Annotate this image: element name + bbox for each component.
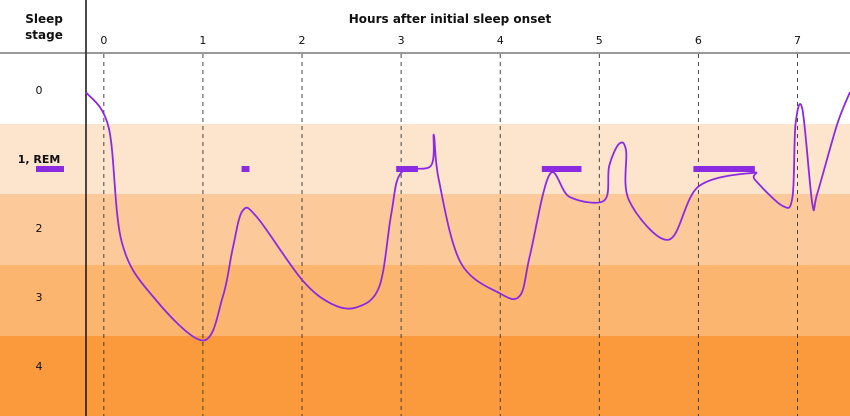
x-tick-label: 6 xyxy=(695,34,702,47)
stage-band-4 xyxy=(0,336,850,416)
rem-period-bar xyxy=(541,166,582,172)
stage-label-2: 2 xyxy=(36,222,43,235)
stage-band-1 xyxy=(0,124,850,194)
y-axis-label-line-2: stage xyxy=(25,28,63,42)
rem-legend-marker xyxy=(36,166,64,172)
rem-period-bar xyxy=(241,166,250,172)
stage-labels: 0 1, REM 2 3 4 xyxy=(18,84,61,373)
x-tick-label: 4 xyxy=(497,34,504,47)
sleep-stage-bands xyxy=(0,53,850,416)
stage-label-1: 1, REM xyxy=(18,153,61,166)
stage-label-4: 4 xyxy=(36,360,43,373)
stage-band-3 xyxy=(0,265,850,336)
x-tick-label: 7 xyxy=(794,34,801,47)
y-axis-label-line-1: Sleep xyxy=(25,12,63,26)
stage-label-3: 3 xyxy=(36,291,43,304)
x-tick-label: 3 xyxy=(398,34,405,47)
rem-period-bar xyxy=(693,166,755,172)
stage-band-0 xyxy=(0,53,850,124)
x-tick-label: 0 xyxy=(100,34,107,47)
x-tick-label: 1 xyxy=(199,34,206,47)
x-tick-labels: 0 1 2 3 4 5 6 7 xyxy=(100,34,801,47)
x-tick-label: 2 xyxy=(299,34,306,47)
x-axis-label: Hours after initial sleep onset xyxy=(349,12,552,26)
stage-band-2 xyxy=(0,194,850,265)
x-tick-label: 5 xyxy=(596,34,603,47)
hypnogram-line xyxy=(85,91,850,342)
stage-label-0: 0 xyxy=(36,84,43,97)
